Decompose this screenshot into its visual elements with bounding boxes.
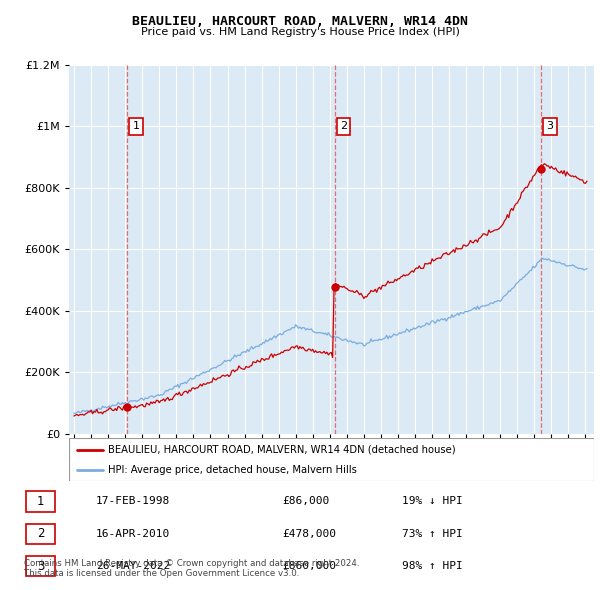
FancyBboxPatch shape bbox=[26, 491, 55, 512]
Text: 2: 2 bbox=[37, 527, 44, 540]
Text: 2: 2 bbox=[340, 122, 347, 132]
FancyBboxPatch shape bbox=[69, 438, 594, 481]
Text: 3: 3 bbox=[37, 560, 44, 573]
Text: This data is licensed under the Open Government Licence v3.0.: This data is licensed under the Open Gov… bbox=[24, 569, 299, 578]
Text: 98% ↑ HPI: 98% ↑ HPI bbox=[402, 561, 463, 571]
FancyBboxPatch shape bbox=[26, 556, 55, 576]
Text: 26-MAY-2022: 26-MAY-2022 bbox=[96, 561, 170, 571]
Text: 16-APR-2010: 16-APR-2010 bbox=[96, 529, 170, 539]
Text: £860,000: £860,000 bbox=[282, 561, 336, 571]
Text: 17-FEB-1998: 17-FEB-1998 bbox=[96, 496, 170, 506]
Text: Contains HM Land Registry data © Crown copyright and database right 2024.: Contains HM Land Registry data © Crown c… bbox=[24, 559, 359, 568]
FancyBboxPatch shape bbox=[26, 523, 55, 544]
Text: £478,000: £478,000 bbox=[282, 529, 336, 539]
Text: HPI: Average price, detached house, Malvern Hills: HPI: Average price, detached house, Malv… bbox=[109, 466, 357, 475]
Text: 73% ↑ HPI: 73% ↑ HPI bbox=[402, 529, 463, 539]
Text: BEAULIEU, HARCOURT ROAD, MALVERN, WR14 4DN (detached house): BEAULIEU, HARCOURT ROAD, MALVERN, WR14 4… bbox=[109, 445, 456, 455]
Text: £86,000: £86,000 bbox=[282, 496, 329, 506]
Text: 19% ↓ HPI: 19% ↓ HPI bbox=[402, 496, 463, 506]
Text: Price paid vs. HM Land Registry's House Price Index (HPI): Price paid vs. HM Land Registry's House … bbox=[140, 27, 460, 37]
Text: BEAULIEU, HARCOURT ROAD, MALVERN, WR14 4DN: BEAULIEU, HARCOURT ROAD, MALVERN, WR14 4… bbox=[132, 15, 468, 28]
Text: 1: 1 bbox=[133, 122, 139, 132]
Text: 1: 1 bbox=[37, 495, 44, 508]
Text: 3: 3 bbox=[546, 122, 553, 132]
